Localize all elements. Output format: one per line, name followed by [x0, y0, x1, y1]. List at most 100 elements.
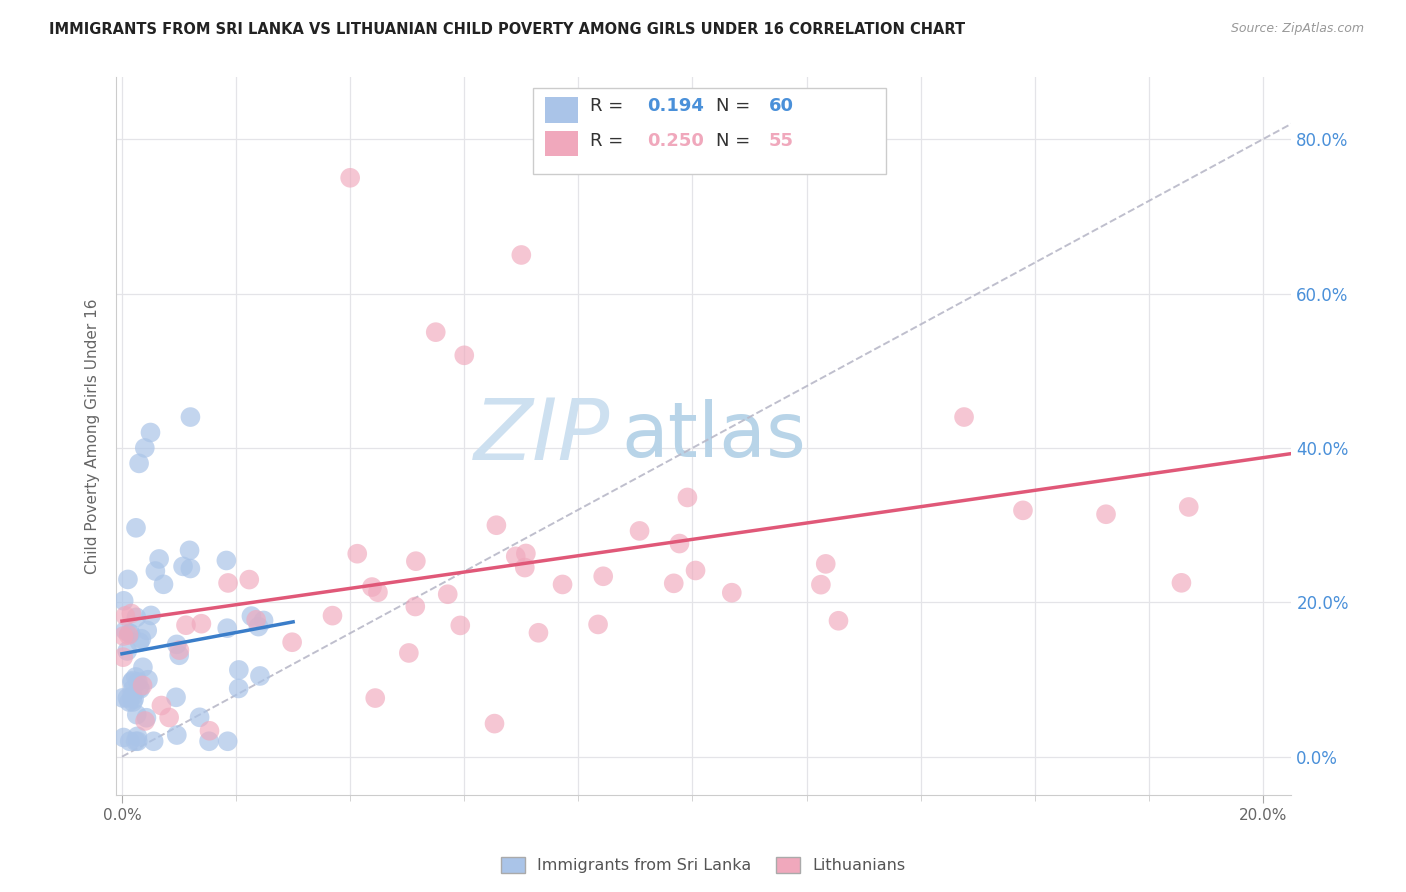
Text: 60: 60: [769, 97, 793, 115]
Y-axis label: Child Poverty Among Girls Under 16: Child Poverty Among Girls Under 16: [86, 299, 100, 574]
Point: [238, 573, 260, 587]
Point: [217, 621, 239, 635]
Point: [148, 552, 170, 566]
Point: [720, 585, 742, 599]
Point: [127, 734, 149, 748]
Text: R =: R =: [591, 97, 628, 115]
Point: [367, 585, 389, 599]
Point: [131, 678, 153, 692]
Point: [112, 731, 135, 745]
Bar: [546, 130, 578, 156]
Point: [139, 608, 162, 623]
Point: [157, 710, 180, 724]
Point: [425, 325, 447, 339]
Point: [112, 629, 135, 643]
Point: [117, 690, 139, 705]
Point: [132, 660, 155, 674]
Point: [228, 681, 250, 696]
Point: [172, 559, 194, 574]
Point: [339, 170, 361, 185]
Point: [145, 564, 167, 578]
Point: [179, 543, 201, 558]
Point: [179, 410, 201, 425]
Point: [198, 734, 221, 748]
Text: R =: R =: [591, 132, 628, 150]
Point: [125, 707, 148, 722]
Point: [129, 681, 152, 696]
Point: [628, 524, 651, 538]
Point: [1170, 575, 1192, 590]
Point: [125, 734, 148, 748]
Point: [364, 691, 387, 706]
Text: IMMIGRANTS FROM SRI LANKA VS LITHUANIAN CHILD POVERTY AMONG GIRLS UNDER 16 CORRE: IMMIGRANTS FROM SRI LANKA VS LITHUANIAN …: [49, 22, 966, 37]
Point: [134, 714, 156, 728]
Point: [150, 698, 173, 713]
Point: [122, 692, 145, 706]
Point: [111, 690, 134, 705]
Point: [112, 594, 135, 608]
Point: [167, 648, 190, 663]
Point: [436, 587, 458, 601]
Point: [198, 723, 221, 738]
Point: [249, 669, 271, 683]
Point: [112, 650, 135, 665]
Point: [118, 626, 141, 640]
Point: [953, 410, 976, 425]
Point: [142, 734, 165, 748]
Text: N =: N =: [716, 97, 755, 115]
Point: [596, 132, 619, 146]
Point: [1177, 500, 1199, 514]
Point: [166, 728, 188, 742]
Point: [128, 635, 150, 649]
Point: [827, 614, 849, 628]
Point: [449, 618, 471, 632]
Point: [215, 553, 238, 567]
Point: [152, 577, 174, 591]
Text: 0.194: 0.194: [647, 97, 704, 115]
Point: [127, 730, 149, 744]
Point: [121, 675, 143, 690]
Point: [245, 613, 267, 627]
Point: [117, 573, 139, 587]
Point: [121, 673, 143, 688]
Point: [662, 576, 685, 591]
Point: [453, 348, 475, 362]
Legend: Immigrants from Sri Lanka, Lithuanians: Immigrants from Sri Lanka, Lithuanians: [494, 850, 912, 880]
Point: [121, 690, 143, 704]
Point: [166, 637, 188, 651]
Point: [115, 644, 138, 658]
Point: [551, 577, 574, 591]
Point: [169, 643, 191, 657]
Point: [165, 690, 187, 705]
Point: [505, 549, 527, 564]
Point: [513, 560, 536, 574]
Point: [404, 599, 426, 614]
Point: [136, 673, 159, 687]
Point: [128, 456, 150, 470]
Point: [515, 546, 537, 560]
Bar: [546, 97, 578, 123]
Point: [668, 536, 690, 550]
Point: [135, 711, 157, 725]
Text: N =: N =: [716, 132, 755, 150]
Text: atlas: atlas: [621, 400, 807, 474]
Point: [125, 610, 148, 624]
Point: [398, 646, 420, 660]
Point: [117, 628, 139, 642]
Bar: [533, 88, 886, 174]
Point: [122, 695, 145, 709]
Point: [814, 557, 837, 571]
Text: 55: 55: [769, 132, 793, 150]
Point: [321, 608, 343, 623]
Point: [252, 614, 274, 628]
Text: ZIP: ZIP: [474, 395, 610, 478]
Point: [139, 425, 162, 440]
Point: [228, 663, 250, 677]
Point: [127, 674, 149, 689]
Point: [120, 626, 142, 640]
Point: [485, 518, 508, 533]
Point: [1012, 503, 1035, 517]
Point: [217, 576, 239, 591]
Point: [128, 681, 150, 695]
Point: [174, 618, 197, 632]
